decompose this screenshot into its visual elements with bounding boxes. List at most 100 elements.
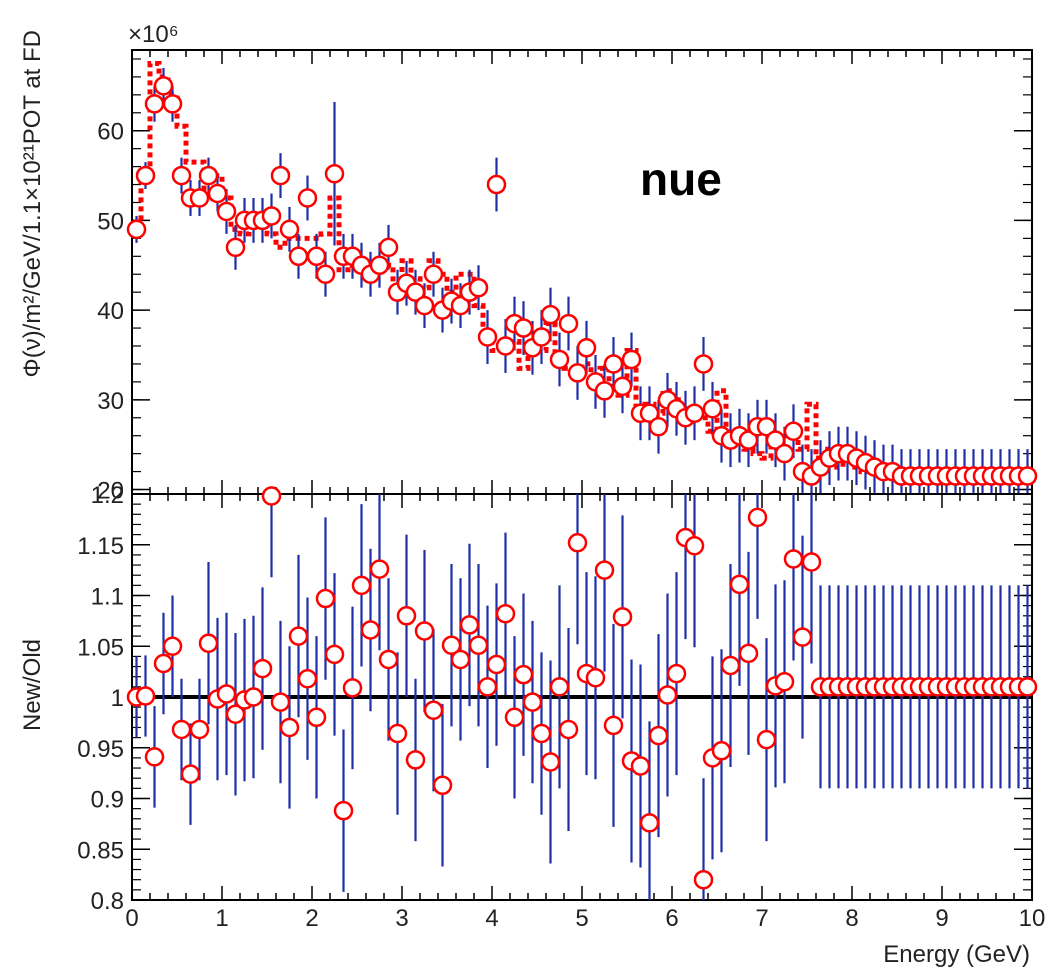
data-point [225,237,246,258]
data-point [657,685,678,705]
data-point [162,94,183,114]
data-point [504,707,525,728]
x-tick-label: 0 [125,905,138,932]
y-tick-label: 60 [97,119,124,146]
data-point [720,655,741,676]
data-point [252,658,273,679]
data-point [306,707,327,728]
data-point [378,649,399,670]
data-point [567,363,588,383]
y-tick-label: 0.95 [77,736,124,763]
data-point [783,549,804,569]
y-tick-label: 20 [97,478,124,505]
data-point [648,725,669,746]
x-tick-label: 2 [305,905,318,932]
data-point [144,747,165,767]
bottom-y-axis-title: New/Old [19,639,46,731]
data-point [531,327,552,347]
data-point [477,327,498,347]
data-point [486,654,507,675]
y-axis-multiplier: ×10⁶ [128,21,179,48]
data-point [189,719,210,740]
data-point [270,165,291,186]
x-tick-label: 10 [1019,905,1046,932]
data-point [261,486,282,506]
data-point [369,255,390,276]
data-point [603,715,624,736]
data-point [135,165,156,186]
data-point [558,719,579,740]
data-point [729,574,750,595]
data-point [279,717,300,738]
x-tick-label: 8 [845,905,858,932]
data-point [162,636,183,656]
data-point [324,644,345,665]
top-y-axis-title: Φ(ν)/m²/GeV/1.1×10²¹POT at FD [19,30,46,377]
data-point [801,552,822,572]
data-point [783,421,804,441]
y-tick-label: 1.1 [91,584,124,611]
data-point [756,416,777,437]
data-point [144,94,165,114]
data-point [549,349,570,370]
x-axis-title: Energy (GeV) [883,941,1030,968]
data-point [738,430,759,450]
data-point [405,282,426,302]
data-point [1017,677,1038,697]
data-point [261,206,282,226]
data-point [270,692,291,712]
data-point [279,219,300,240]
data-point [774,672,795,692]
data-point [189,188,210,208]
bottom-panel: 0 1 2 3 4 5 6 7 8 9 10 0.8 0.85 0.9 0.95 1 1.05 1.1 1.15 1.… [77,482,1045,932]
data-point [414,295,435,316]
x-tick-label: 7 [755,905,768,932]
data-point [792,627,813,647]
data-point [216,684,237,704]
data-point [765,430,786,450]
data-point [387,723,408,744]
data-point [594,381,615,401]
x-tick-label: 9 [935,905,948,932]
data-point [378,237,399,258]
x-tick-label: 1 [215,905,228,932]
data-point [315,588,336,609]
data-point [171,719,192,740]
data-point [738,643,759,664]
data-point [639,813,660,833]
data-point [468,635,489,655]
data-point [639,403,660,424]
plot-frame [131,49,1033,495]
data-point [513,664,534,685]
data-point [459,615,480,635]
data-point [288,246,309,267]
data-point [549,677,570,697]
data-point [450,295,471,316]
data-point [612,607,633,627]
data-point [297,668,318,689]
data-point [297,188,318,208]
data-point [288,626,309,646]
data-point [612,376,633,397]
data-point [414,621,435,641]
y-tick-label: 1.05 [77,634,124,661]
data-point [225,704,246,725]
y-tick-label: 0.8 [91,888,124,915]
data-point [315,264,336,284]
data-point [630,756,651,776]
data-point [522,692,543,712]
data-point [423,700,444,720]
data-point [126,219,147,240]
data-point [495,336,516,356]
data-point [342,678,363,698]
data-point [135,686,156,706]
x-tick-label: 6 [665,905,678,932]
data-point [477,677,498,697]
data-point [567,532,588,553]
y-tick-label: 1 [111,685,124,712]
data-point [666,663,687,684]
data-point [540,304,561,325]
data-point [153,653,174,674]
data-point [441,635,462,655]
